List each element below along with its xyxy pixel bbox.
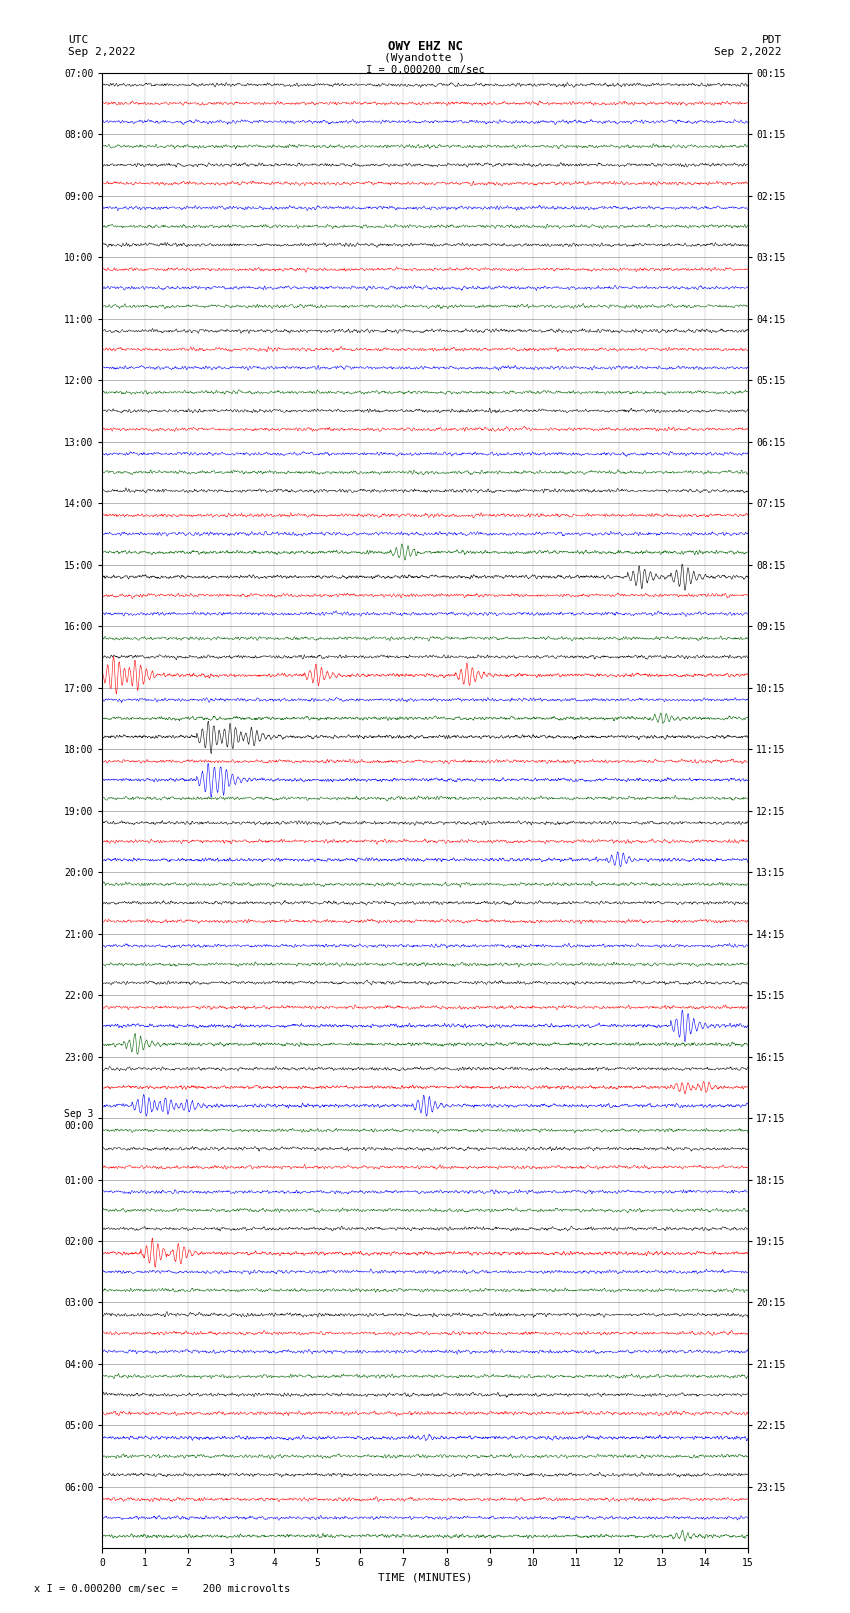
Text: x I = 0.000200 cm/sec =    200 microvolts: x I = 0.000200 cm/sec = 200 microvolts: [34, 1584, 290, 1594]
Text: PDT: PDT: [762, 35, 782, 45]
Text: (Wyandotte ): (Wyandotte ): [384, 53, 466, 63]
X-axis label: TIME (MINUTES): TIME (MINUTES): [377, 1573, 473, 1582]
Text: Sep 2,2022: Sep 2,2022: [68, 47, 135, 56]
Text: UTC: UTC: [68, 35, 88, 45]
Text: OWY EHZ NC: OWY EHZ NC: [388, 40, 462, 53]
Text: Sep 2,2022: Sep 2,2022: [715, 47, 782, 56]
Text: I = 0.000200 cm/sec: I = 0.000200 cm/sec: [366, 65, 484, 74]
